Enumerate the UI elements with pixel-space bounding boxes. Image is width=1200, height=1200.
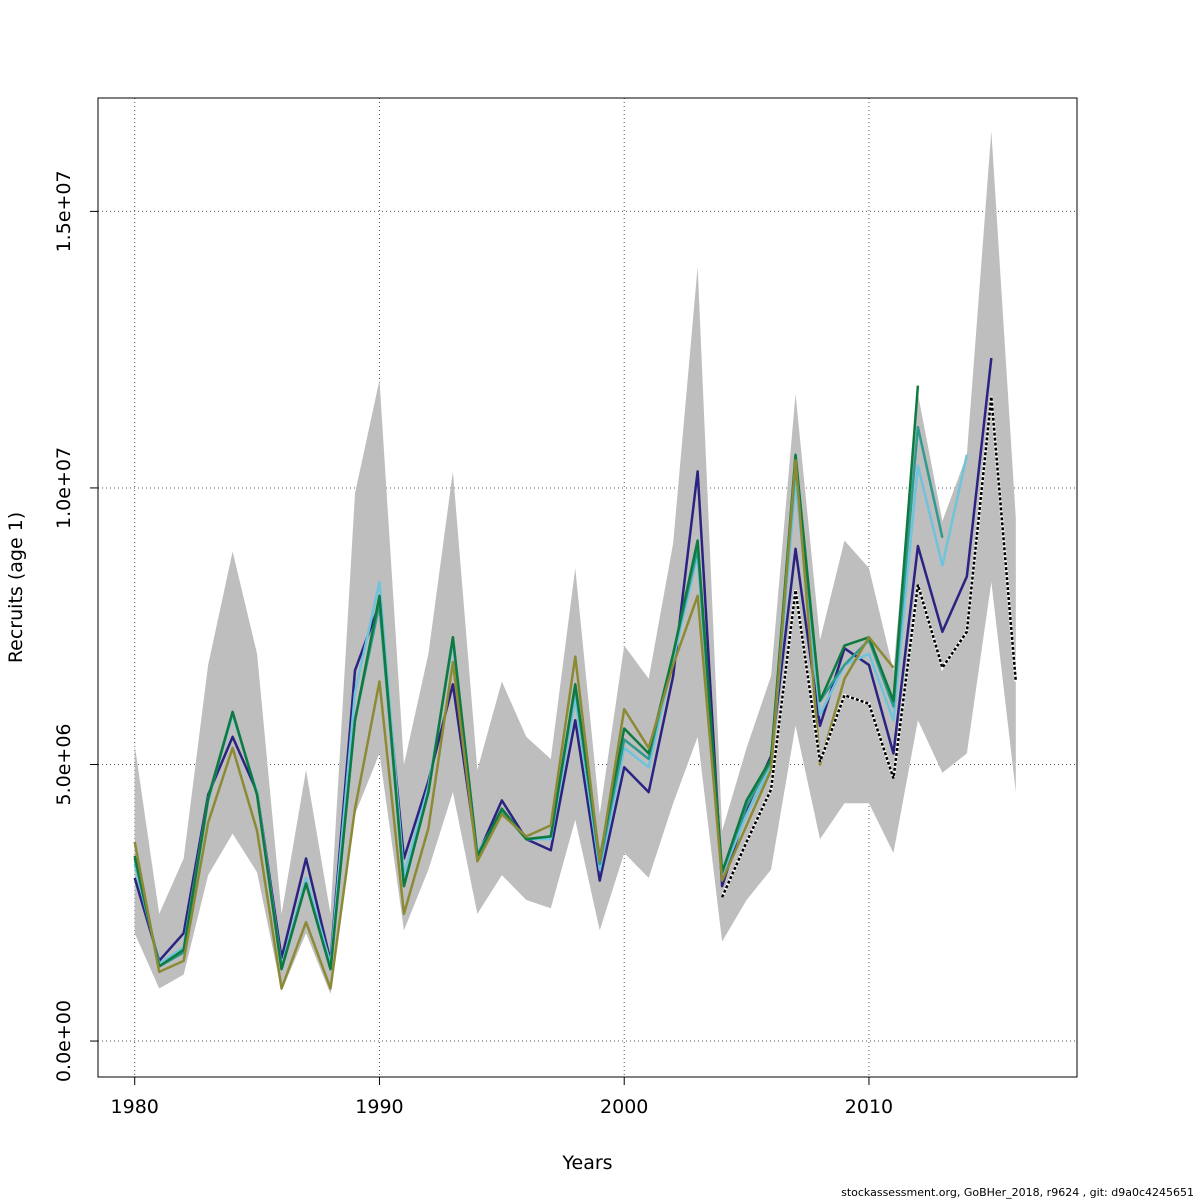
y-tick-label: 0.0e+00 [53, 1000, 75, 1082]
x-tick-label: 2000 [600, 1096, 648, 1118]
x-tick-label: 2010 [845, 1096, 893, 1118]
series-line-5 [133, 459, 895, 990]
y-tick-label: 1.5e+07 [53, 170, 75, 252]
x-tick-label: 1990 [355, 1096, 403, 1118]
series-line-6 [720, 396, 1018, 898]
confidence-band [134, 131, 1016, 995]
y-axis-title: Recruits (age 1) [5, 512, 27, 663]
y-tick-label: 1.0e+07 [53, 447, 75, 529]
confidence-band-group [134, 131, 1016, 995]
y-tick-label: 5.0e+06 [53, 723, 75, 805]
axes-group: 1980 1990 2000 2010 0.0e+00 5.0e+06 1.0e+07 1.5… [53, 170, 893, 1118]
footer-credit: stockassessment.org, GoBHer_2018, r9624 … [841, 1186, 1194, 1199]
series-group [133, 357, 1018, 990]
x-tick-label: 1980 [111, 1096, 159, 1118]
x-axis-title: Years [561, 1152, 612, 1174]
